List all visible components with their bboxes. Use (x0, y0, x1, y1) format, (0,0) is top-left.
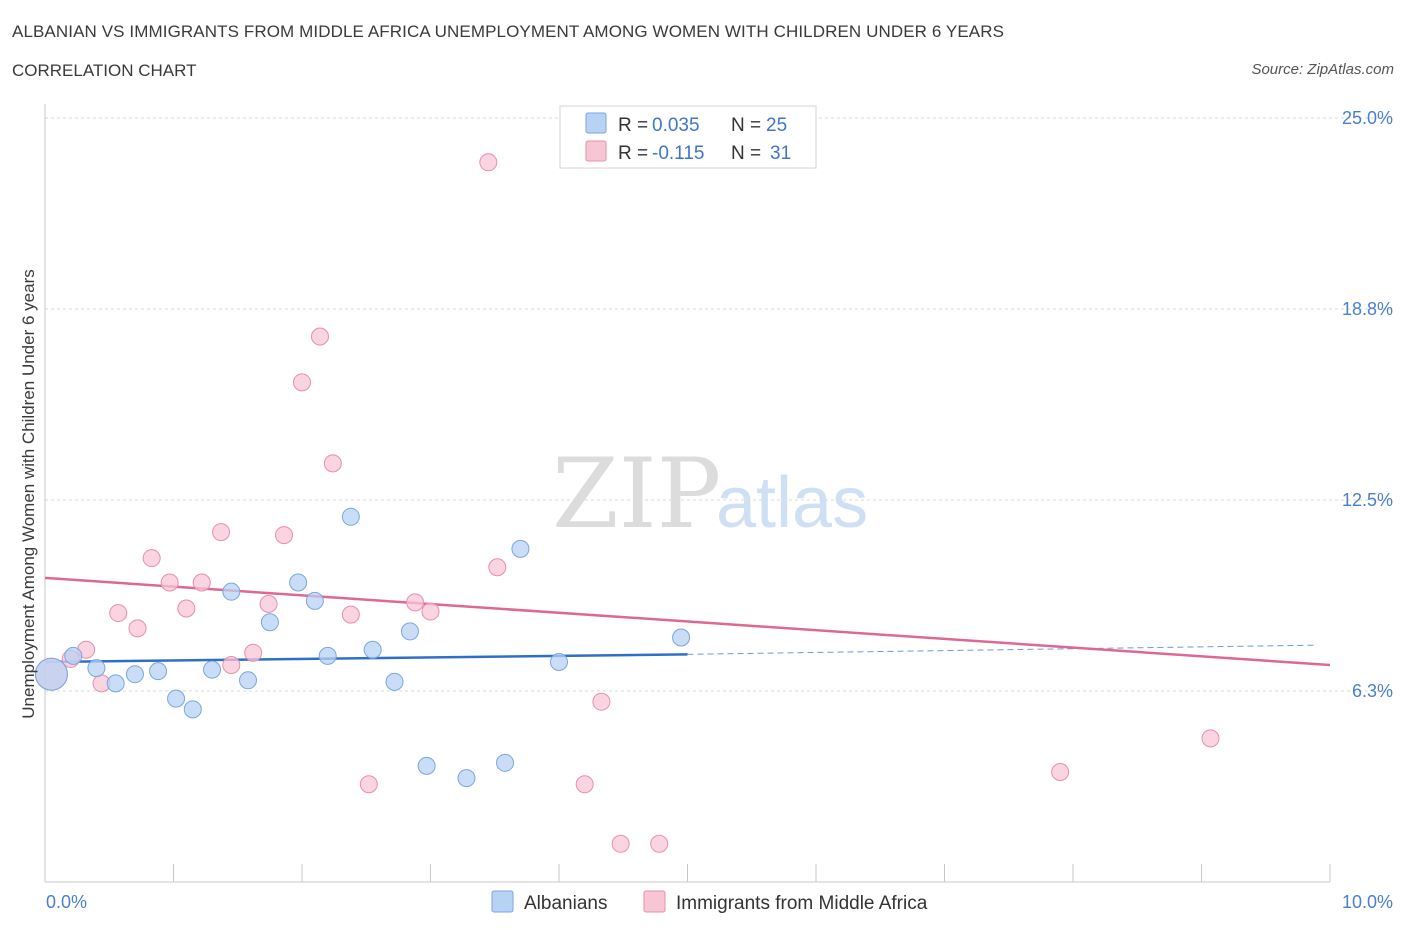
point-albanians (511, 539, 530, 558)
watermark-atlas: atlas (716, 463, 868, 543)
point-immigrants (323, 454, 342, 473)
point-albanians (417, 756, 436, 775)
trendline-albanians (44, 653, 688, 664)
y-tick-label: 25.0% (1342, 108, 1393, 128)
point-immigrants (650, 834, 669, 853)
bottom-legend-label-albanians: Albanians (524, 893, 607, 914)
point-immigrants (160, 573, 179, 592)
point-albanians (167, 689, 186, 708)
point-immigrants (406, 593, 425, 612)
point-immigrants (293, 373, 311, 392)
point-immigrants (259, 594, 278, 613)
point-immigrants (341, 605, 360, 624)
legend-r-label-albanians: R = (618, 115, 648, 136)
point-immigrants (177, 599, 196, 618)
legend-r-value-albanians: 0.035 (652, 115, 700, 136)
series-legend: Albanians Immigrants from Middle Africa (491, 890, 928, 914)
point-immigrants (1201, 729, 1220, 748)
point-albanians (363, 640, 382, 659)
point-albanians (222, 582, 241, 601)
tick-label-layer: 6.3% 12.5% 18.8% 25.0% 0.0% 10.0% (46, 108, 1393, 912)
point-immigrants (479, 153, 498, 172)
point-albanians (149, 662, 168, 681)
chart-title: ALBANIAN VS IMMIGRANTS FROM MIDDLE AFRIC… (12, 22, 1005, 41)
legend-swatch-immigrants (585, 140, 607, 162)
point-immigrants (212, 523, 231, 542)
legend-r-label-immigrants: R = (618, 143, 648, 164)
point-albanians (305, 591, 324, 610)
point-albanians (457, 769, 476, 788)
bottom-legend-swatch-immigrants (643, 890, 666, 913)
point-immigrants (310, 327, 329, 346)
legend-swatch-albanians (585, 112, 607, 134)
watermark-zip: ZIP (552, 438, 721, 550)
y-tick-label: 18.8% (1342, 299, 1393, 319)
point-immigrants (592, 692, 611, 711)
y-tick-label: 12.5% (1342, 490, 1393, 510)
point-immigrants (488, 558, 507, 577)
source-credit: Source: ZipAtlas.com (1251, 61, 1394, 78)
point-immigrants (611, 834, 630, 853)
point-immigrants (421, 602, 440, 621)
point-immigrants (1051, 762, 1070, 781)
y-axis-label: Unemployment Among Women with Children U… (19, 269, 38, 718)
point-albanians (239, 671, 258, 690)
legend-n-label-albanians: N = (731, 115, 761, 136)
legend-r-value-immigrants: -0.115 (652, 143, 704, 164)
point-albanians (34, 657, 68, 691)
point-immigrants (359, 775, 378, 794)
point-albanians (87, 659, 106, 678)
trend-layer (44, 576, 1331, 667)
point-albanians (289, 573, 308, 592)
point-albanians (341, 507, 360, 526)
trendline-albanians-extension (687, 644, 1318, 655)
point-immigrants (142, 549, 161, 568)
chart-subtitle: CORRELATION CHART (12, 61, 197, 80)
bottom-legend-label-immigrants: Immigrants from Middle Africa (676, 893, 928, 914)
point-immigrants (128, 619, 147, 638)
point-immigrants (275, 526, 294, 545)
point-immigrants (109, 604, 128, 623)
point-albanians (672, 628, 691, 647)
legend-n-value-albanians: 25 (766, 115, 787, 136)
point-albanians (125, 665, 144, 684)
point-immigrants (192, 573, 211, 592)
axis-layer (44, 104, 1331, 883)
point-albanians (203, 660, 222, 679)
point-albanians (260, 613, 279, 632)
point-layer (34, 145, 1220, 853)
point-albanians (106, 674, 125, 693)
point-albanians (550, 652, 568, 671)
legend-n-value-immigrants: 31 (770, 143, 791, 164)
bottom-legend-swatch-albanians (491, 890, 514, 913)
point-albanians (318, 646, 337, 665)
y-tick-label: 6.3% (1352, 681, 1393, 701)
x-tick-label-min: 0.0% (46, 892, 87, 912)
point-immigrants (222, 656, 241, 675)
point-albanians (385, 672, 404, 691)
point-immigrants (244, 643, 263, 662)
point-albanians (183, 700, 202, 719)
legend-n-label-immigrants: N = (731, 143, 761, 164)
point-immigrants (575, 775, 594, 794)
point-albanians (496, 753, 515, 772)
correlation-legend: R = 0.035 N = 25 R = -0.115 N = 31 (559, 105, 817, 169)
trendline-immigrants (44, 576, 1331, 667)
point-albanians (400, 622, 419, 641)
grid-layer (45, 117, 1394, 692)
point-albanians (64, 646, 83, 665)
x-tick-label-max: 10.0% (1342, 892, 1393, 912)
